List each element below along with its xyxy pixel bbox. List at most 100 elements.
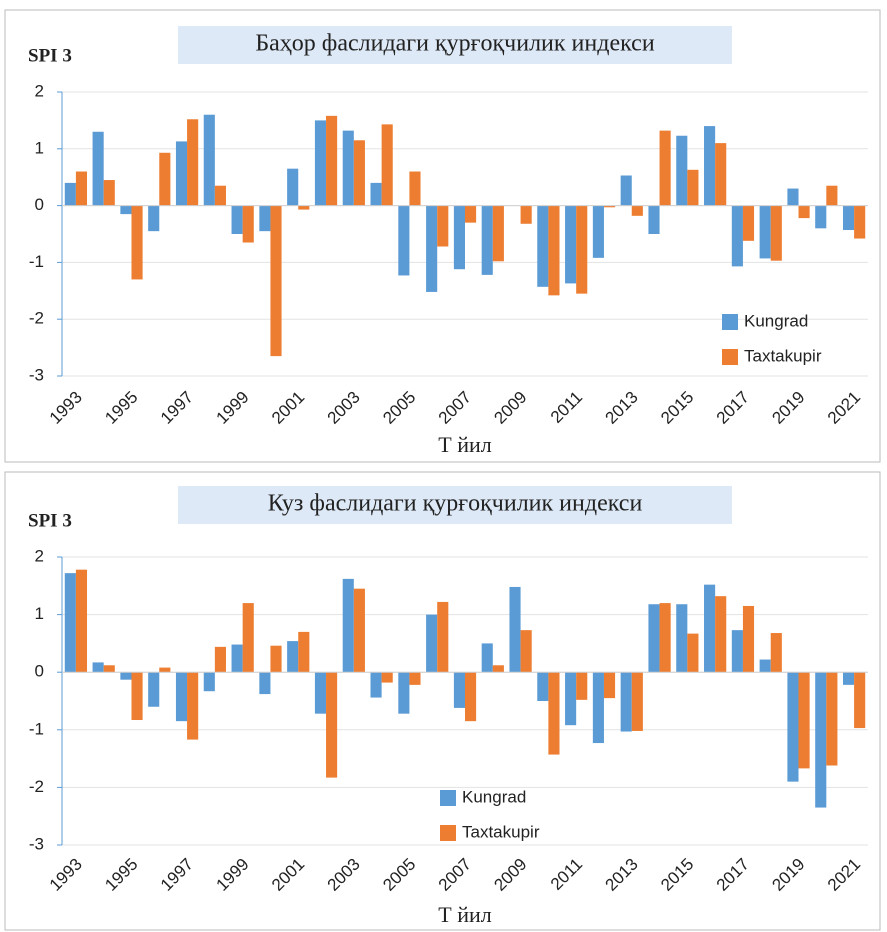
x-axis-label: Т йил	[438, 902, 491, 927]
bar	[131, 205, 143, 280]
bar	[426, 614, 438, 673]
bar	[537, 672, 549, 701]
bar	[187, 672, 199, 740]
x-tick-label: 1997	[157, 388, 197, 428]
bar	[481, 643, 493, 673]
bar	[203, 672, 215, 692]
bar	[75, 569, 88, 673]
bar	[770, 205, 782, 261]
x-tick-label: 2003	[324, 855, 364, 895]
bar	[353, 588, 365, 673]
x-tick-label: 2017	[713, 388, 753, 428]
bar	[259, 672, 271, 695]
bar	[576, 205, 588, 294]
bar	[465, 205, 477, 223]
bar	[509, 586, 521, 673]
x-tick-label: 2021	[824, 855, 864, 895]
bar	[826, 672, 838, 766]
bar	[842, 205, 855, 231]
bar	[159, 667, 171, 673]
x-tick-label: 2007	[435, 388, 475, 428]
bar	[214, 185, 226, 206]
bar	[659, 130, 671, 206]
bar	[64, 182, 76, 206]
bar	[603, 205, 616, 208]
y-tick-label: 2	[35, 546, 44, 565]
y-tick-label: 0	[35, 195, 44, 214]
bar	[620, 175, 632, 206]
bar	[314, 672, 327, 714]
bar	[481, 205, 493, 275]
bar	[815, 205, 827, 229]
bar	[120, 205, 132, 215]
bar	[326, 115, 338, 206]
bar	[742, 605, 755, 673]
bar	[620, 672, 632, 732]
bar	[453, 672, 465, 708]
bar	[398, 205, 410, 276]
x-tick-label: 1993	[46, 388, 86, 428]
y-tick-label: -1	[29, 719, 44, 738]
bar	[704, 584, 716, 673]
y-tick-label: 2	[35, 81, 44, 100]
legend-label: Kungrad	[462, 787, 526, 806]
x-axis-label: Т йил	[438, 432, 491, 457]
x-tick-label: 2005	[379, 855, 419, 895]
bar	[175, 141, 188, 206]
y-axis-label: SPI 3	[28, 510, 72, 531]
bar	[398, 672, 410, 714]
bar	[453, 205, 465, 270]
bar	[92, 131, 104, 206]
x-tick-label: 2015	[657, 855, 697, 895]
bar	[287, 168, 299, 206]
bar	[592, 205, 604, 258]
bar	[103, 665, 115, 673]
x-tick-label: 2005	[379, 388, 419, 428]
panel-border	[4, 471, 881, 931]
bar	[798, 672, 810, 769]
bar	[231, 205, 243, 234]
bar	[565, 672, 577, 726]
x-tick-label: 2009	[490, 855, 530, 895]
bar	[548, 205, 560, 296]
bar	[742, 205, 755, 241]
legend-label: Taxtakupir	[462, 822, 540, 841]
bar	[676, 135, 688, 206]
bar	[242, 205, 254, 243]
y-tick-label: -3	[29, 834, 44, 853]
bar	[770, 633, 782, 673]
x-tick-label: 2017	[713, 855, 753, 895]
bar	[759, 659, 771, 673]
x-tick-label: 1993	[46, 855, 86, 895]
bar	[687, 169, 699, 206]
bar	[631, 205, 643, 216]
x-tick-label: 2015	[657, 388, 697, 428]
bar	[231, 644, 243, 673]
x-tick-label: 2019	[768, 855, 808, 895]
bar	[103, 180, 115, 206]
bar	[203, 114, 215, 206]
bar	[520, 205, 532, 224]
bar	[131, 672, 143, 721]
bar	[175, 672, 188, 722]
bar	[548, 672, 560, 755]
x-tick-label: 1997	[157, 855, 197, 895]
bar	[370, 182, 382, 206]
y-tick-label: -2	[29, 777, 44, 796]
bar	[381, 124, 393, 206]
bar	[715, 143, 727, 206]
bar	[381, 672, 393, 683]
bar	[648, 205, 660, 234]
x-tick-label: 2001	[268, 388, 308, 428]
bar	[426, 205, 438, 292]
bar	[592, 672, 604, 744]
bar	[75, 171, 88, 206]
y-tick-label: -3	[29, 365, 44, 384]
x-tick-label: 2011	[547, 388, 586, 427]
bar	[631, 672, 643, 731]
bar	[120, 672, 132, 680]
bar	[342, 578, 354, 673]
bar	[148, 205, 160, 232]
